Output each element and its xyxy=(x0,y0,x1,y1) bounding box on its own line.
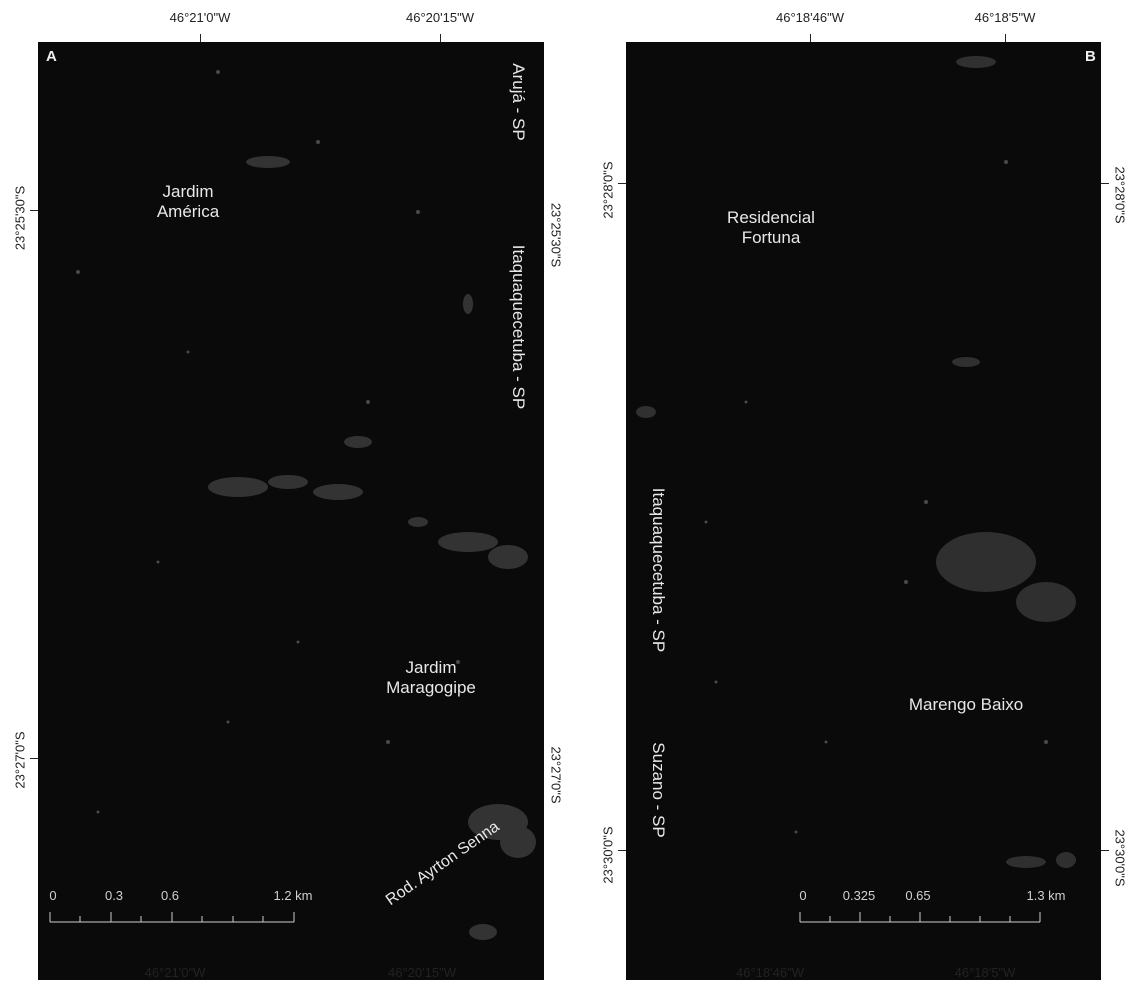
satellite-imagery-a xyxy=(76,70,536,940)
map-panel-a: A Jardim América Jardim Maragogipe Arujá… xyxy=(38,42,544,980)
municipality-label-itaquaquecetuba: Itaquaquecetuba - SP xyxy=(509,244,528,410)
coord-bottom-b-2: 46°18'5"W xyxy=(954,965,1016,980)
scale-tick-label: 0.3 xyxy=(104,888,124,903)
scale-tick-label: 1.3 km xyxy=(1026,888,1066,903)
tick-mark xyxy=(1101,183,1109,184)
coord-bottom-a-2: 46°20'15"W xyxy=(388,965,456,980)
tick-mark xyxy=(200,34,201,42)
tick-mark xyxy=(810,34,811,42)
coord-bottom-a-1: 46°21'0"W xyxy=(144,965,206,980)
scale-tick-label: 1.2 km xyxy=(273,888,313,903)
place-label-jardim-america: Jardim América xyxy=(156,182,220,221)
coord-left-b-1: 23°28'0"S xyxy=(600,161,616,219)
municipality-label-suzano: Suzano - SP xyxy=(649,742,668,838)
municipality-label-itaquaquecetuba: Itaquaquecetuba - SP xyxy=(649,487,668,653)
tick-mark xyxy=(30,758,38,759)
place-label-residencial-fortuna: Residencial Fortuna xyxy=(727,208,815,247)
place-label-marengo-baixo: Marengo Baixo xyxy=(908,695,1024,714)
coord-left-a-2: 23°27'0"S xyxy=(12,731,28,789)
coord-right-a-1: 23°25'30"S xyxy=(548,202,564,268)
scale-tick-label: 0 xyxy=(49,888,57,903)
panel-letter-b: B xyxy=(1085,48,1096,65)
tick-mark xyxy=(440,34,441,42)
coord-left-b-2: 23°30'0"S xyxy=(600,826,616,884)
coord-right-b-2: 23°30'0"S xyxy=(1112,829,1128,887)
tick-mark xyxy=(30,210,38,211)
map-panel-b: B Residencial Fortuna Marengo Baixo Itaq… xyxy=(626,42,1101,980)
satellite-imagery-b xyxy=(636,56,1076,868)
tick-mark xyxy=(618,183,626,184)
coord-top-b-1: 46°18'46"W xyxy=(776,10,844,25)
coord-right-a-2: 23°27'0"S xyxy=(548,746,564,804)
scale-tick-label: 0.325 xyxy=(842,888,876,903)
scale-tick-label: 0.6 xyxy=(160,888,180,903)
tick-mark xyxy=(1101,850,1109,851)
scale-bar-graphic-b xyxy=(799,912,1041,923)
coord-top-b-2: 46°18'5"W xyxy=(974,10,1036,25)
scale-tick-label: 0.65 xyxy=(905,888,931,903)
panel-letter-a: A xyxy=(46,48,57,65)
coord-right-b-1: 23°28'0"S xyxy=(1112,166,1128,224)
scale-tick-label: 0 xyxy=(799,888,807,903)
municipality-label-aruja: Arujá - SP xyxy=(509,63,528,141)
coord-bottom-b-1: 46°18'46"W xyxy=(736,965,804,980)
coord-top-a-2: 46°20'15"W xyxy=(406,10,474,25)
tick-mark xyxy=(618,850,626,851)
coord-left-a-1: 23°25'30"S xyxy=(12,185,28,251)
tick-mark xyxy=(1005,34,1006,42)
place-label-jardim-maragogipe: Jardim Maragogipe xyxy=(386,658,476,697)
coord-top-a-1: 46°21'0"W xyxy=(169,10,231,25)
scale-bar-graphic-a xyxy=(49,912,295,923)
